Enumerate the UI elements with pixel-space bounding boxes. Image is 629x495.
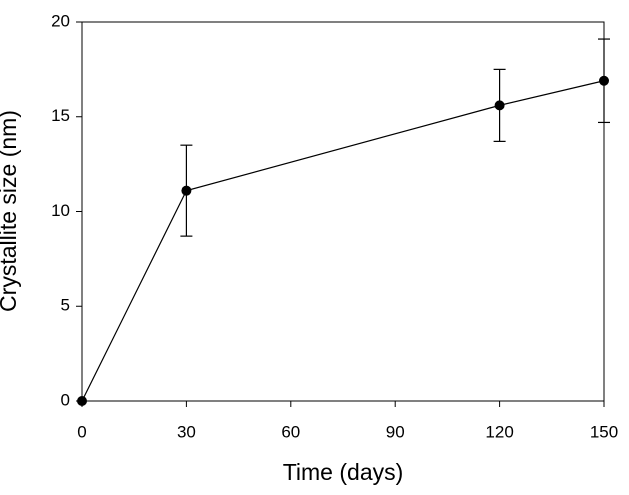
y-tick-label: 15 [51, 106, 70, 125]
x-tick-label: 90 [386, 422, 405, 441]
x-tick-label: 0 [77, 422, 86, 441]
x-tick-label: 30 [177, 422, 196, 441]
y-tick-label: 10 [51, 201, 70, 220]
plot-frame [81, 21, 605, 402]
y-axis-title: Crystallite size (nm) [0, 110, 21, 312]
x-tick-label: 60 [281, 422, 300, 441]
x-tick-label: 150 [590, 422, 618, 441]
data-point [77, 396, 87, 406]
y-tick-label: 0 [61, 390, 70, 409]
x-tick-label: 120 [485, 422, 513, 441]
y-tick-label: 20 [51, 11, 70, 30]
x-axis-title: Time (days) [283, 459, 404, 485]
data-point [181, 185, 192, 196]
data-point [599, 75, 609, 86]
y-tick-label: 5 [61, 296, 70, 315]
data-point [494, 100, 505, 111]
data-line [81, 80, 605, 402]
